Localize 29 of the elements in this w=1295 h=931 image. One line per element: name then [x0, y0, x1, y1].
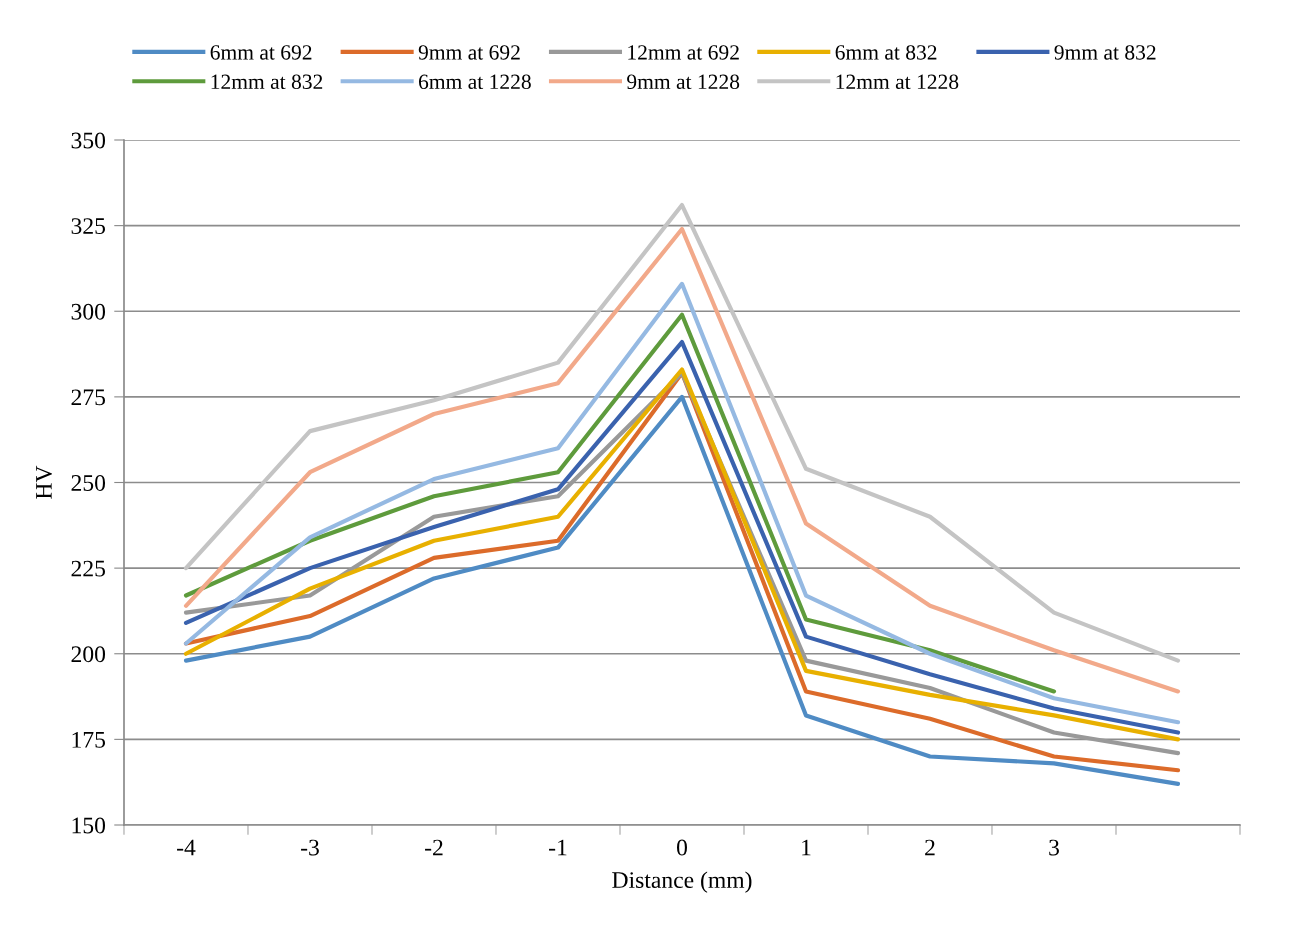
y-tick-label: 325	[71, 218, 106, 235]
y-axis-title: HV	[36, 465, 52, 499]
x-tick-label: -3	[301, 839, 319, 856]
y-tick-label: 275	[71, 389, 106, 406]
legend-label: 12mm at 832	[211, 74, 323, 89]
y-tick-label: 300	[71, 303, 106, 320]
x-tick-label: 1	[802, 839, 811, 856]
x-tick-label: 0	[677, 839, 687, 856]
legend-label: 9mm at 1228	[627, 74, 740, 89]
legend-label: 6mm at 1228	[418, 74, 531, 89]
x-tick-label: 2	[925, 839, 935, 856]
y-tick-label: 350	[71, 132, 106, 149]
x-tick-label: -2	[425, 839, 443, 856]
legend-label: 9mm at 832	[1054, 45, 1156, 60]
y-tick-label: 150	[72, 817, 106, 834]
legend-label: 6mm at 692	[210, 45, 312, 60]
x-tick-label: -4	[177, 839, 196, 856]
y-tick-label: 175	[72, 731, 106, 748]
y-tick-label: 250	[71, 474, 106, 491]
y-tick-label: 200	[71, 646, 106, 663]
legend-label: 9mm at 692	[418, 45, 520, 60]
y-tick-label: 225	[71, 560, 106, 577]
x-axis-title: Distance (mm)	[612, 871, 752, 893]
line-series	[183, 312, 1057, 694]
legend-label: 6mm at 832	[835, 45, 937, 60]
x-tick-label: -1	[549, 839, 567, 856]
legend-label: 12mm at 1228	[836, 74, 959, 89]
x-tick-label: 3	[1049, 839, 1059, 856]
legend-label: 12mm at 692	[628, 45, 739, 60]
